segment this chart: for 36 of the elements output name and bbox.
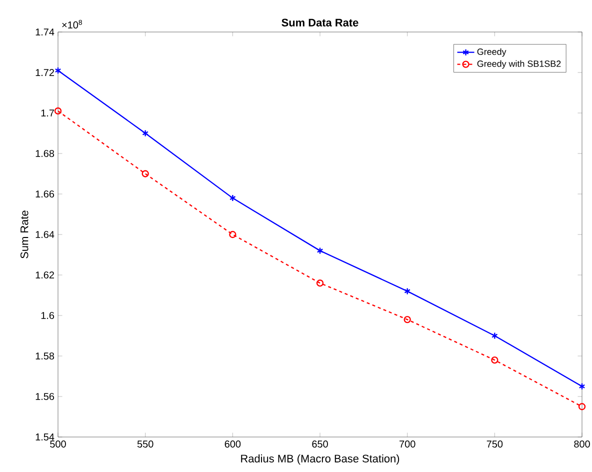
text: ×10$^{8}$ [62, 20, 82, 28]
y-tick-label: 1.68 [36, 150, 54, 158]
point [316, 247, 324, 254]
point [316, 280, 324, 287]
point [491, 356, 498, 364]
point [404, 316, 411, 324]
point [54, 107, 62, 115]
point [229, 194, 236, 202]
x-axis-title: Radius MB (Macro Base Station) [241, 454, 400, 465]
x-tick-label: 600 [224, 440, 241, 448]
y-tick-label: 1.66 [36, 190, 54, 198]
x-tick-label: 750 [486, 440, 503, 448]
y-tick-label: 1.62 [36, 271, 54, 279]
x-tick-label: 550 [137, 440, 154, 448]
y-tick-label: 1.6 [41, 312, 54, 320]
point [491, 332, 498, 340]
point [404, 288, 411, 295]
point [578, 403, 586, 410]
y-axis-title: Sum Rate [20, 210, 28, 258]
y-tick-label: 1.56 [36, 392, 54, 400]
x-tick-label: 500 [50, 440, 66, 448]
legend-label: Greedy with SB1SB2 [477, 60, 561, 69]
point [142, 130, 149, 137]
legend-label: Greedy [477, 48, 506, 57]
y-tick-label: 1.72 [36, 69, 54, 76]
y-tick-label: 1.74 [36, 28, 54, 36]
x-tick-label: 650 [312, 440, 328, 448]
y-tick-label: 1.58 [36, 352, 54, 360]
x-tick-label: 800 [574, 440, 590, 448]
chart-title: Sum Data Rate [282, 18, 358, 26]
y-tick-label: 1.54 [36, 434, 54, 440]
y-tick-label: 1.64 [36, 230, 54, 238]
y-tick-label: 1.7 [41, 110, 54, 116]
point [229, 230, 236, 238]
x-tick-label: 700 [400, 440, 416, 448]
point [142, 170, 149, 178]
